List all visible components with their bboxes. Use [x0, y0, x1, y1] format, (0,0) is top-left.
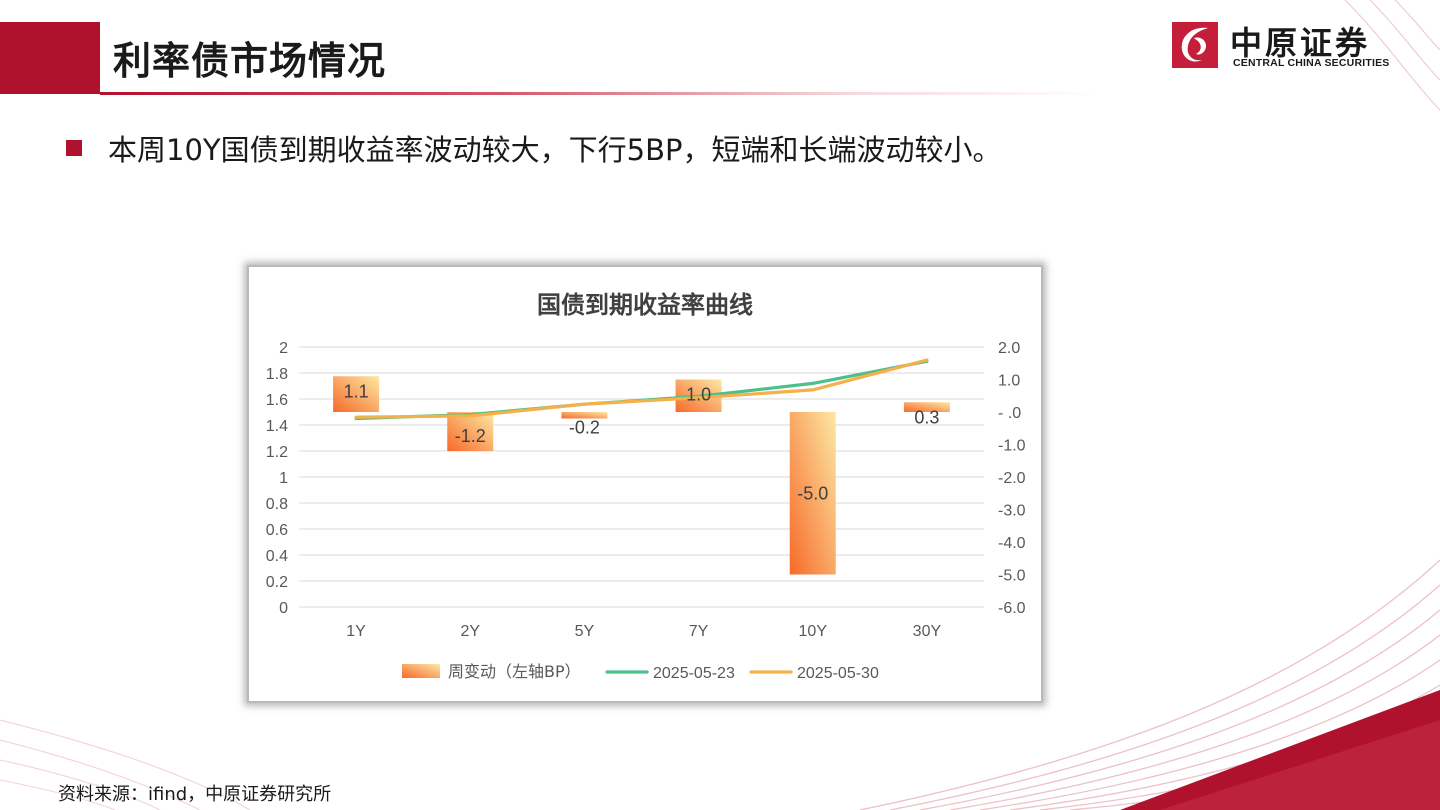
- right-axis-tick: -6.0: [998, 600, 1026, 617]
- bar-weekly-change: [561, 412, 608, 419]
- line-series-2025-05-30: [354, 358, 929, 419]
- right-axis-tick: 1.0: [998, 373, 1020, 390]
- yield-curve-chart: 国债到期收益率曲线 0 0.2 0.4 0.6 0.8 1 1.2 1.4 1.6 1.8 2 -6.0…: [247, 265, 1043, 703]
- summary-text: 本周10Y国债到期收益率波动较大，下行5BP，短端和长端波动较小。: [108, 133, 1002, 167]
- left-axis-tick: 0.2: [266, 574, 288, 591]
- legend-label: 周变动（左轴BP）: [448, 662, 581, 681]
- bullet-square-icon: [66, 140, 82, 156]
- bar-weekly-change: [333, 376, 380, 412]
- bar-data-label: -5.0: [797, 483, 828, 503]
- right-axis-tick: -1.0: [998, 438, 1026, 455]
- right-axis-tick: - .0: [998, 405, 1021, 422]
- right-axis-tick: -2.0: [998, 470, 1026, 487]
- right-axis-tick: 2.0: [998, 340, 1020, 357]
- summary-bullet: 本周10Y国债到期收益率波动较大，下行5BP，短端和长端波动较小。: [66, 128, 1001, 168]
- bar-data-label: -1.2: [455, 426, 486, 446]
- bar-weekly-change: [447, 412, 494, 451]
- company-logo: 中原证券 CENTRAL CHINA SECURITIES: [1172, 22, 1412, 74]
- left-axis-tick: 2: [279, 340, 288, 357]
- line-series-2025-05-23: [354, 359, 929, 421]
- right-axis-tick: -4.0: [998, 535, 1026, 552]
- left-axis-tick: 0.8: [266, 496, 288, 513]
- page-title: 利率债市场情况: [113, 39, 387, 83]
- source-note: 资料来源：ifind，中原证券研究所: [58, 784, 332, 805]
- bar-weekly-change: [789, 412, 836, 575]
- left-axis-tick: 1.4: [266, 418, 288, 435]
- left-axis-tick: 1: [279, 470, 288, 487]
- left-axis-tick: 1.6: [266, 392, 288, 409]
- x-axis-tick: 7Y: [689, 623, 709, 640]
- bar-data-label: 1.1: [344, 381, 369, 401]
- chart-canvas: 国债到期收益率曲线 0 0.2 0.4 0.6 0.8 1 1.2 1.4 1.6 1.8 2 -6.0…: [266, 291, 1026, 682]
- title-underline: [100, 92, 1100, 95]
- chart-title: 国债到期收益率曲线: [537, 291, 753, 319]
- logo-mark-icon: [1172, 22, 1218, 68]
- bar-data-label: -0.2: [569, 418, 600, 438]
- bar-weekly-change: [903, 402, 950, 412]
- legend-bar-swatch: [402, 664, 440, 678]
- x-axis-tick: 2Y: [460, 623, 480, 640]
- left-axis-tick: 0.4: [266, 548, 288, 565]
- x-axis-tick: 30Y: [913, 623, 942, 640]
- bar-data-label: 1.0: [686, 385, 711, 405]
- left-axis-tick: 1.8: [266, 366, 288, 383]
- x-axis-tick: 5Y: [575, 623, 595, 640]
- right-axis-tick: -5.0: [998, 568, 1026, 585]
- left-axis-tick: 0: [279, 600, 288, 617]
- title-accent-bar: [0, 22, 100, 94]
- legend-label: 2025-05-30: [797, 665, 879, 682]
- bar-data-label: 0.3: [914, 407, 939, 427]
- x-axis-tick: 1Y: [346, 623, 366, 640]
- right-axis-tick: -3.0: [998, 503, 1026, 520]
- left-axis-tick: 0.6: [266, 522, 288, 539]
- left-axis-tick: 1.2: [266, 444, 288, 461]
- legend-label: 2025-05-23: [653, 665, 735, 682]
- logo-chinese-name: 中原证券: [1230, 24, 1371, 62]
- logo-english-name: CENTRAL CHINA SECURITIES: [1233, 57, 1390, 69]
- x-axis-tick: 10Y: [799, 623, 828, 640]
